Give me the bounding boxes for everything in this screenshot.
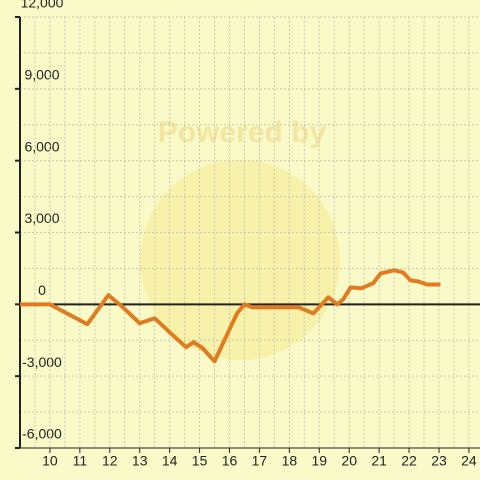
x-tick-label: 13: [132, 453, 148, 469]
y-tick-label: 9,000: [24, 67, 59, 83]
x-tick-label: 10: [42, 453, 58, 469]
y-tick-label: 12,000: [21, 0, 64, 11]
x-tick-label: 17: [252, 453, 268, 469]
x-tick-label: 14: [162, 453, 178, 469]
x-tick-label: 20: [341, 453, 357, 469]
y-tick-label: 0: [38, 282, 46, 298]
watermark-logo: [140, 160, 340, 360]
x-tick-label: 24: [461, 453, 477, 469]
x-tick-label: 11: [73, 453, 88, 469]
y-tick-label: 3,000: [24, 210, 59, 226]
x-tick-label: 23: [431, 453, 447, 469]
x-tick-label: 21: [371, 453, 387, 469]
line-series: [20, 268, 441, 364]
x-tick-label: 15: [192, 453, 208, 469]
x-tick-label: 19: [311, 453, 327, 469]
watermark: Powered by: [158, 116, 327, 149]
x-tick-label: 22: [401, 453, 417, 469]
x-tick-label: 16: [222, 453, 238, 469]
y-tick-label: 6,000: [24, 138, 59, 154]
y-tick-label: -3,000: [22, 354, 62, 370]
x-tick-label: 12: [102, 453, 118, 469]
y-tick-label: -6,000: [22, 426, 62, 442]
x-tick-label: 18: [282, 453, 298, 469]
